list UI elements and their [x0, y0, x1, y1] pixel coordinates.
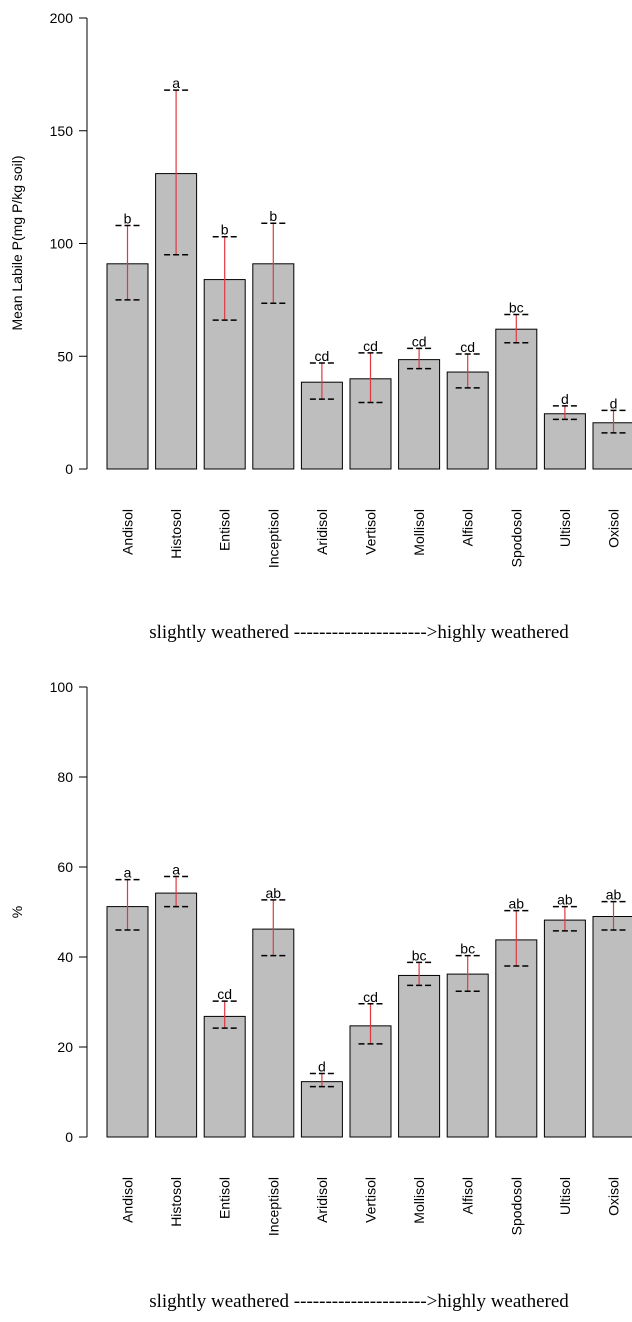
category-label: Inceptisol	[265, 1177, 281, 1236]
category-label: Spodosol	[508, 509, 524, 567]
group-letter: b	[221, 222, 229, 238]
group-letter: d	[610, 395, 618, 411]
category-label: Mollisol	[411, 509, 427, 556]
x-axis-caption: slightly weathered ---------------------…	[149, 1291, 569, 1312]
bar	[106, 906, 149, 1138]
category-label: Ultisol	[557, 1177, 573, 1215]
y-tick-label: 100	[50, 236, 74, 252]
category-label: Vertisol	[363, 509, 379, 555]
category-label: Oxisol	[606, 1177, 622, 1216]
group-letter: cd	[460, 339, 475, 355]
y-tick-label: 100	[50, 679, 74, 695]
bar	[543, 413, 586, 470]
bar	[398, 359, 441, 470]
category-label: Aridisol	[314, 1177, 330, 1223]
bar	[300, 1081, 343, 1138]
y-axis-label: Mean Labile P(mg P/kg soil)	[9, 155, 25, 330]
bar	[252, 928, 295, 1138]
group-letter: cd	[363, 338, 378, 354]
y-tick-label: 50	[57, 348, 73, 364]
bar	[592, 916, 632, 1138]
group-letter: b	[269, 208, 277, 224]
y-tick-label: 60	[57, 859, 73, 875]
group-letter: cd	[412, 333, 427, 349]
bar	[592, 422, 632, 470]
category-label: Andisol	[120, 1177, 136, 1223]
category-label: Aridisol	[314, 509, 330, 555]
category-label: Mollisol	[411, 1177, 427, 1224]
labile-p-chart: 0 50 100 150 200 Mean Labile P(mg P/kg soil) b…	[9, 10, 632, 643]
group-letter: a	[124, 865, 132, 881]
group-letter: cd	[315, 348, 330, 364]
bar	[495, 939, 538, 1138]
y-tick-label: 150	[50, 123, 74, 139]
group-letter: cd	[363, 989, 378, 1005]
group-letter: d	[561, 391, 569, 407]
bar	[155, 892, 198, 1138]
x-axis-caption: slightly weathered ---------------------…	[149, 622, 569, 643]
category-label: Entisol	[217, 509, 233, 551]
group-letter: d	[318, 1059, 326, 1075]
category-label: Inceptisol	[265, 509, 281, 568]
group-letter: b	[124, 210, 132, 226]
group-letter: cd	[217, 986, 232, 1002]
group-letter: ab	[509, 896, 525, 912]
group-letter: ab	[557, 892, 573, 908]
category-label: Histosol	[168, 1177, 184, 1227]
y-tick-label: 20	[57, 1039, 73, 1055]
y-tick-label: 80	[57, 769, 73, 785]
group-letter: ab	[266, 885, 282, 901]
category-label: Alfisol	[460, 509, 476, 546]
category-label: Entisol	[217, 1177, 233, 1219]
bar	[446, 973, 489, 1138]
category-label: Alfisol	[460, 1177, 476, 1214]
category-label: Ultisol	[557, 509, 573, 547]
percent-chart: 0 20 40 60 80 100% a Andisol a Histosol cd Entisol a…	[9, 679, 632, 1312]
y-tick-label: 0	[65, 1129, 73, 1145]
category-label: Vertisol	[363, 1177, 379, 1223]
y-tick-label: 40	[57, 949, 73, 965]
category-label: Andisol	[120, 509, 136, 555]
group-letter: ab	[606, 887, 622, 903]
y-axis-label: %	[9, 906, 25, 918]
y-tick-label: 200	[50, 10, 74, 26]
group-letter: a	[172, 861, 180, 877]
bar	[495, 328, 538, 470]
category-label: Histosol	[168, 509, 184, 559]
category-label: Oxisol	[606, 509, 622, 548]
group-letter: bc	[509, 300, 524, 316]
category-label: Spodosol	[508, 1177, 524, 1235]
bar	[543, 919, 586, 1138]
y-tick-label: 0	[65, 461, 73, 477]
bar	[203, 1015, 246, 1138]
group-letter: bc	[412, 947, 427, 963]
bar	[349, 1025, 392, 1138]
group-letter: bc	[460, 941, 475, 957]
group-letter: a	[172, 75, 180, 91]
bar	[398, 974, 441, 1138]
